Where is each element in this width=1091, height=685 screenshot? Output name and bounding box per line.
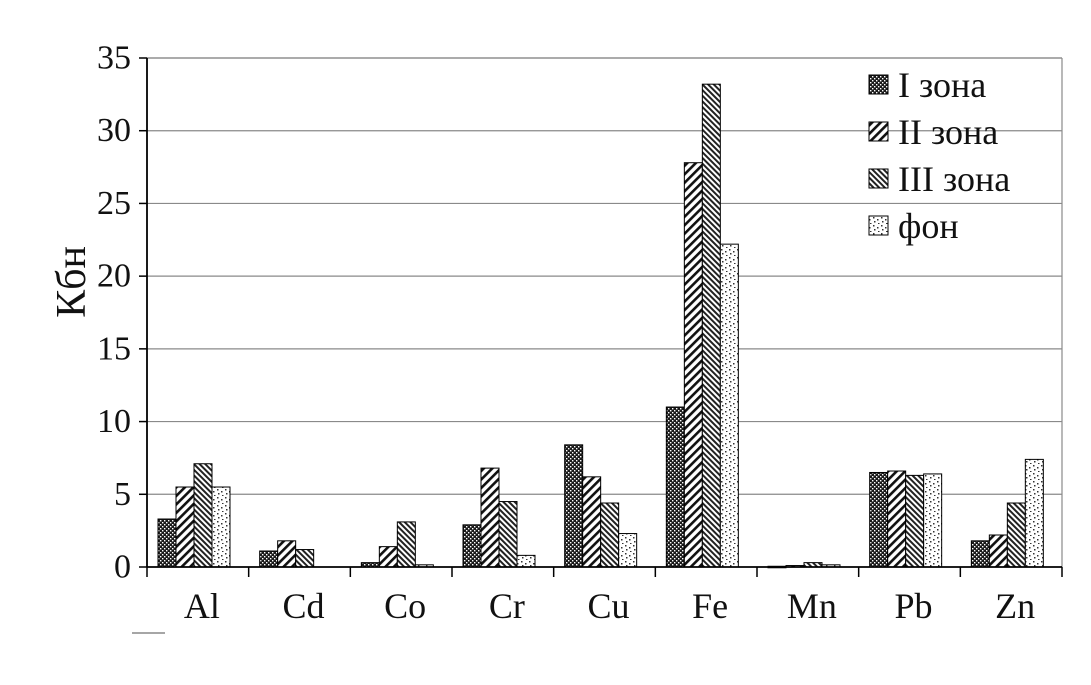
bar-pb-series-2 <box>887 470 907 568</box>
bar-pb-series-1 <box>869 471 889 568</box>
x-category-label: Cu <box>587 586 629 626</box>
bar-zn-series-2 <box>988 534 1008 568</box>
y-axis-title: Кбн <box>49 246 95 318</box>
x-category-label: Pb <box>894 586 932 626</box>
y-tick-label: 30 <box>97 112 131 149</box>
y-tick-labels: 0 5 10 15 20 25 30 35 <box>97 40 131 586</box>
bar-fe-series-3 <box>701 83 721 568</box>
bar-cr-series-4 <box>516 554 536 568</box>
bar-fe-series-1 <box>665 406 685 568</box>
x-category-label: Al <box>184 586 220 626</box>
x-category-label: Fe <box>692 586 728 626</box>
bar-cr-series-2 <box>480 467 500 568</box>
bar-zn-series-4 <box>1024 458 1044 568</box>
bar-co-series-3 <box>396 521 416 568</box>
legend-label-series-4: фон <box>898 206 959 246</box>
bar-cr-series-1 <box>462 524 482 568</box>
legend: I зона II зона III зона фон <box>868 65 1010 246</box>
bar-al-series-2 <box>175 486 195 568</box>
x-category-label: Mn <box>787 586 837 626</box>
bar-zn-series-1 <box>970 540 990 568</box>
axes <box>139 57 1063 577</box>
bar-cd-series-3 <box>295 549 315 568</box>
legend-label-series-1: I зона <box>898 65 986 105</box>
y-tick-label: 20 <box>97 258 131 295</box>
bar-cu-series-1 <box>564 444 584 568</box>
y-tick-label: 10 <box>97 403 131 440</box>
bar-co-series-2 <box>378 546 398 568</box>
bar-zn-series-3 <box>1006 502 1026 568</box>
legend-swatch-series-4 <box>868 215 889 236</box>
y-tick-label: 25 <box>97 185 131 222</box>
bars <box>157 83 1044 569</box>
bar-pb-series-3 <box>905 474 925 568</box>
y-tick-label: 15 <box>97 330 131 367</box>
x-category-label: Cd <box>282 586 324 626</box>
x-category-label: Zn <box>995 586 1035 626</box>
bar-fe-series-4 <box>719 243 739 568</box>
bar-cd-series-2 <box>277 540 297 568</box>
bar-al-series-1 <box>157 518 177 568</box>
y-tick-label: 35 <box>97 40 131 77</box>
bar-al-series-3 <box>193 463 213 568</box>
bar-cu-series-2 <box>582 476 602 568</box>
legend-label-series-3: III зона <box>898 159 1010 199</box>
bar-pb-series-4 <box>923 473 943 568</box>
bar-fe-series-2 <box>683 162 703 568</box>
bar-cd-series-1 <box>259 550 279 568</box>
bar-cr-series-3 <box>498 501 518 568</box>
bar-cu-series-4 <box>618 533 638 568</box>
legend-label-series-2: II зона <box>898 112 998 152</box>
bar-al-series-4 <box>211 486 231 568</box>
legend-swatch-series-3 <box>868 168 889 189</box>
bar-cu-series-3 <box>600 502 620 568</box>
y-tick-label: 0 <box>114 549 131 586</box>
legend-swatch-series-2 <box>868 121 889 142</box>
y-tick-label: 5 <box>114 476 131 513</box>
x-category-label: Cr <box>489 586 525 626</box>
x-category-label: Co <box>384 586 426 626</box>
x-category-labels: Al Cd Co Cr Cu Fe Mn Pb Zn <box>184 586 1035 626</box>
legend-swatch-series-1 <box>868 74 889 95</box>
